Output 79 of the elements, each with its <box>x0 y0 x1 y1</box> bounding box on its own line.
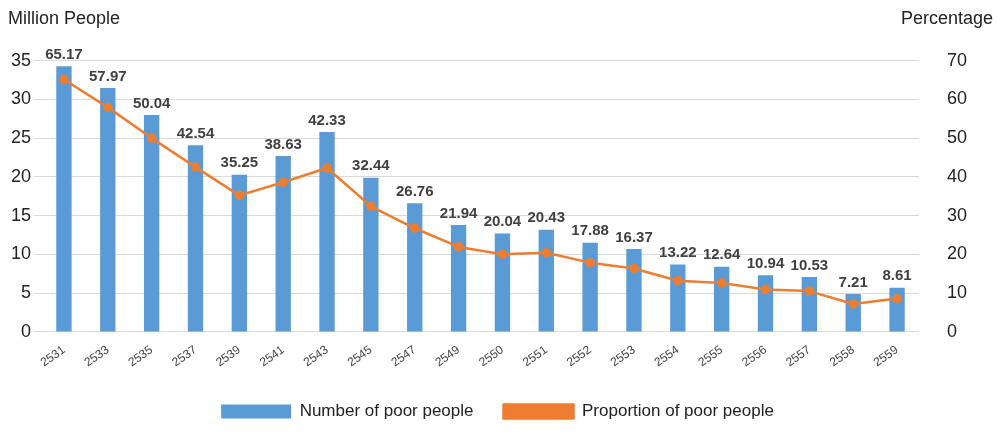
point <box>234 190 245 201</box>
point <box>409 223 420 234</box>
point <box>366 201 376 212</box>
y2-tick-label: 30 <box>946 204 968 225</box>
y2-tick-label: 60 <box>946 88 968 109</box>
point <box>629 263 639 274</box>
data-label: 38.63 <box>264 134 302 152</box>
point <box>892 293 902 304</box>
y-tick-label: 30 <box>10 88 32 109</box>
data-label: 42.54 <box>176 123 215 141</box>
x-tick-label: 2539 <box>213 342 244 370</box>
data-label: 35.25 <box>220 153 259 171</box>
y2-tick-label: 0 <box>946 320 957 341</box>
y-tick-label: 25 <box>10 127 32 148</box>
data-label: 7.21 <box>838 272 868 290</box>
y-tick-label: 5 <box>21 282 32 303</box>
y-axis-title: Million People <box>8 8 121 30</box>
point <box>673 275 683 286</box>
bar <box>582 242 598 332</box>
data-label: 16.37 <box>615 227 653 245</box>
bar <box>319 132 335 332</box>
point <box>453 242 464 252</box>
legend-label: Number of poor people <box>299 401 474 421</box>
y2-axis-title: Percentage <box>900 8 993 30</box>
point <box>146 133 157 143</box>
data-label: 57.97 <box>89 66 127 84</box>
x-tick-label: 2550 <box>476 342 507 370</box>
bar <box>494 233 511 332</box>
y-tick-label: 0 <box>21 320 32 341</box>
y2-tick-label: 70 <box>946 49 968 70</box>
bar <box>363 177 379 332</box>
data-label: 8.61 <box>882 266 912 284</box>
y2-tick-label: 50 <box>946 127 968 148</box>
point <box>760 284 771 295</box>
y-tick-label: 20 <box>10 165 32 186</box>
point <box>541 248 552 258</box>
bar <box>407 203 423 332</box>
point <box>59 74 69 85</box>
point <box>804 286 815 296</box>
bar <box>143 115 160 332</box>
data-label: 10.53 <box>790 255 829 273</box>
data-label: 26.76 <box>395 181 434 199</box>
point <box>848 299 858 309</box>
data-label: 32.44 <box>352 156 391 174</box>
y-tick-label: 10 <box>10 243 32 264</box>
data-label: 10.94 <box>746 253 785 271</box>
point <box>716 278 727 288</box>
legend-label: Proportion of poor people <box>582 401 774 421</box>
data-label: 13.22 <box>659 243 697 261</box>
point <box>322 163 332 173</box>
y-tick-label: 35 <box>10 49 32 70</box>
bar <box>56 66 72 332</box>
bar <box>100 87 116 332</box>
data-label: 20.04 <box>483 212 522 230</box>
bar <box>275 156 291 332</box>
point <box>497 249 508 260</box>
data-label: 12.64 <box>702 245 742 263</box>
y2-tick-label: 10 <box>946 282 968 303</box>
bar <box>713 266 730 332</box>
data-label: 17.88 <box>571 221 609 239</box>
bar <box>187 145 204 332</box>
y2-tick-label: 40 <box>946 165 968 186</box>
point <box>585 257 595 268</box>
data-label: 20.43 <box>527 208 566 226</box>
y-tick-label: 15 <box>10 204 32 225</box>
point <box>190 162 201 172</box>
bar <box>538 229 554 332</box>
bar <box>626 249 642 332</box>
bar <box>450 225 467 332</box>
data-label: 65.17 <box>45 44 83 62</box>
data-label: 42.33 <box>308 110 346 128</box>
bar <box>231 174 248 332</box>
y2-tick-label: 20 <box>946 243 968 264</box>
bar <box>757 275 774 332</box>
data-label: 50.04 <box>132 93 172 111</box>
point <box>278 177 288 188</box>
bar <box>670 264 686 332</box>
data-label: 21.94 <box>439 203 478 221</box>
point <box>103 102 113 113</box>
